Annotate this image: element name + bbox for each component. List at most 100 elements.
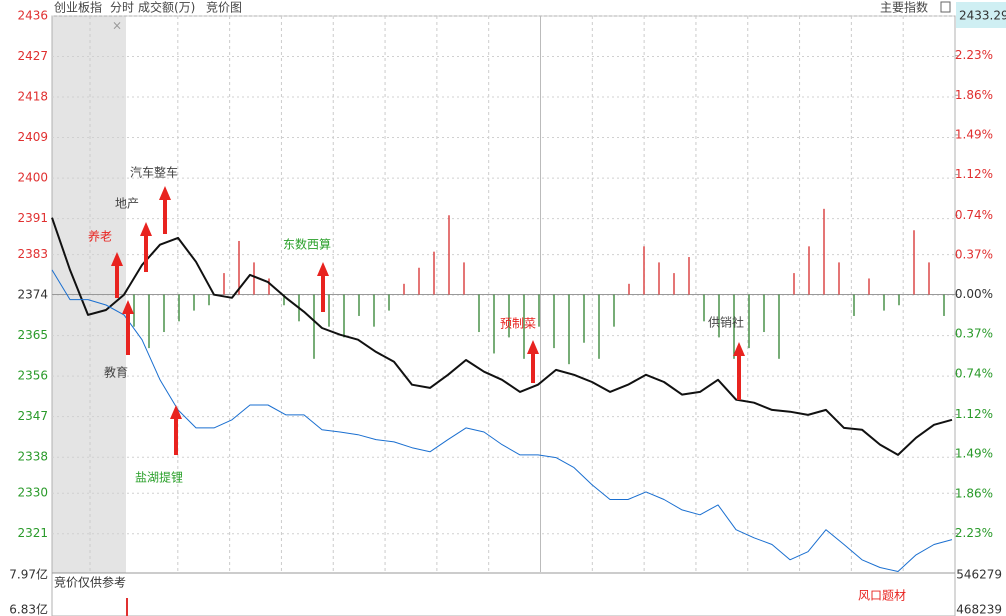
bar: [823, 208, 825, 295]
bar: [373, 294, 375, 327]
bar: [643, 246, 645, 295]
arrow: [527, 340, 539, 383]
bar: [433, 251, 435, 295]
y2-tick-label: 1.86%: [955, 486, 993, 500]
bar: [493, 294, 495, 354]
annotation: 盐湖提锂: [135, 470, 183, 485]
arrow: [111, 252, 123, 298]
close-icon[interactable]: ×: [112, 19, 122, 33]
bar: [463, 262, 465, 295]
y-tick-label: 2436: [17, 9, 48, 23]
tab[interactable]: 竞价图: [206, 1, 242, 15]
price-box: [956, 2, 1006, 28]
y-tick-label: 2383: [17, 247, 48, 261]
annotation: 预制菜: [500, 317, 536, 331]
y2-tick-label: 1.12%: [955, 167, 993, 181]
volume-right-tick: 468239: [956, 603, 1002, 616]
bar: [478, 294, 480, 333]
line: [51, 217, 953, 456]
menu-icon[interactable]: [940, 1, 951, 13]
bar: [808, 246, 810, 295]
y-tick-label: 2347: [17, 409, 48, 423]
annotation: 教育: [104, 365, 128, 380]
bar: [508, 294, 510, 338]
bar: [913, 230, 915, 295]
volume-left-tick: 7.97亿: [9, 567, 48, 582]
bar: [568, 294, 570, 365]
bar: [208, 294, 210, 306]
line: [51, 269, 953, 572]
bar: [628, 283, 630, 295]
annotation: 地产: [115, 197, 139, 211]
bar: [178, 294, 180, 322]
bar: [358, 294, 360, 316]
bar: [403, 283, 405, 295]
menu[interactable]: 主要指数: [880, 0, 928, 15]
bar: [778, 294, 780, 359]
y2-tick-label: 2.23%: [955, 526, 993, 540]
arrow: [317, 262, 329, 312]
annotation: 汽车整车: [130, 165, 178, 180]
bar: [253, 262, 255, 295]
bar: [583, 294, 585, 343]
y2-tick-label: 1.49%: [955, 127, 993, 141]
current-price: 2433.29: [959, 9, 1006, 23]
annotation: 东数西算: [283, 237, 331, 252]
y2-tick-label: 0.74%: [955, 208, 993, 222]
bar: [943, 294, 945, 316]
bar: [838, 262, 840, 295]
y2-tick-label: 1.12%: [955, 407, 993, 421]
bar: [313, 294, 315, 359]
y-tick-label: 2330: [17, 486, 48, 500]
bar: [688, 257, 690, 295]
bar: [163, 294, 165, 333]
bar: [898, 294, 900, 306]
bar: [703, 294, 705, 322]
arrow: [159, 186, 171, 234]
y-tick-label: 2418: [17, 90, 48, 104]
bar: [388, 294, 390, 311]
tab[interactable]: 分时: [110, 1, 134, 15]
y2-tick-label: 1.49%: [955, 447, 993, 461]
bar: [223, 273, 225, 295]
bar: [283, 294, 285, 306]
y2-tick-label: 0.74%: [955, 366, 993, 380]
bar: [418, 267, 420, 295]
bar: [673, 273, 675, 295]
y-tick-label: 2409: [17, 130, 48, 144]
y2-tick-label: 1.86%: [955, 88, 993, 102]
tab[interactable]: 成交额(万): [138, 0, 195, 15]
bar: [553, 294, 555, 349]
y-tick-label: 2338: [17, 450, 48, 464]
bar: [148, 294, 150, 349]
volume-label: 竞价仅供参考: [54, 575, 126, 590]
annotation: 供销社: [708, 315, 744, 330]
arrow: [122, 300, 134, 355]
bar: [133, 294, 135, 327]
annotation: 养老: [88, 229, 112, 244]
bar: [868, 278, 870, 295]
bar: [238, 240, 240, 295]
y2-tick-label: 2.23%: [955, 48, 993, 62]
bar: [343, 294, 345, 338]
bar: [733, 294, 735, 359]
auction-volume-bar: [126, 598, 128, 616]
arrow: [733, 342, 745, 400]
y-tick-label: 2374: [17, 288, 48, 302]
bar: [763, 294, 765, 333]
annotation: 风口题材: [858, 589, 906, 603]
bar: [748, 294, 750, 349]
bar: [853, 294, 855, 316]
bar: [658, 262, 660, 295]
bar: [793, 273, 795, 295]
volume-right-tick: 546279: [956, 568, 1002, 582]
bar: [268, 278, 270, 295]
bar: [523, 294, 525, 359]
y2-tick-label: 0.00%: [955, 287, 993, 301]
bar: [448, 215, 450, 295]
bar: [883, 294, 885, 311]
bar: [598, 294, 600, 359]
y-tick-label: 2356: [17, 369, 48, 383]
